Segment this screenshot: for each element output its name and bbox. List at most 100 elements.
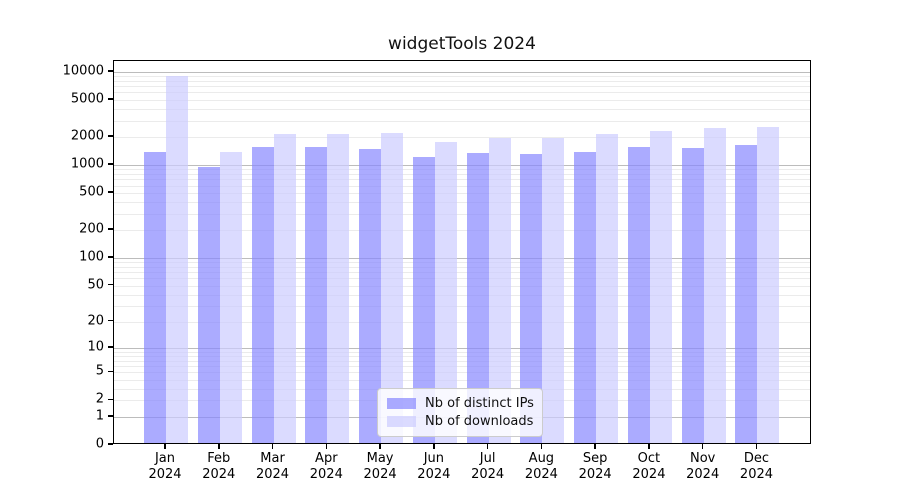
y-tick-mark [108,319,113,322]
x-tick-mark [648,444,650,449]
bar-ips-jan [144,151,166,443]
x-tick-label-mar: Mar 2024 [255,451,290,482]
y-tick-mark [108,283,113,286]
x-tick-mark [164,444,166,449]
minor-gridline [114,262,810,264]
x-tick-mark [594,444,596,449]
x-tick-mark [540,444,543,449]
x-tick-label-dec: Dec 2024 [739,451,774,482]
minor-gridline [114,185,810,187]
y-tick-label: 2000 [70,128,104,144]
minor-gridline [114,213,810,215]
y-tick-mark [108,256,113,258]
bar-ips-apr [305,146,328,443]
x-tick-mark [486,444,489,449]
x-tick-label-aug: Aug 2024 [524,451,558,482]
minor-gridline [114,321,810,323]
y-tick-mark [108,346,113,348]
x-tick-mark [271,444,274,449]
minor-gridline [114,92,810,94]
minor-gridline [114,230,810,232]
bar-downloads-mar [273,134,296,443]
bar-downloads-dec [757,126,780,443]
y-tick-label: 20 [87,313,104,329]
y-tick-mark [108,398,113,401]
minor-gridline [114,193,810,195]
bar-ips-nov [681,148,704,443]
legend-item-distinct-ips: Nb of distinct IPs [387,396,534,412]
minor-gridline [114,179,810,181]
bar-downloads-jan [166,76,188,443]
y-tick-label: 10000 [62,63,104,79]
bar-ips-mar [251,146,274,443]
bar-downloads-jul [488,137,511,443]
bar-downloads-aug [542,138,565,443]
y-tick-mark [108,415,113,417]
major-gridline [114,347,810,349]
bar-downloads-feb [219,151,242,443]
bar-downloads-jun [434,141,457,443]
minor-gridline [114,174,810,176]
bar-downloads-may [381,133,404,443]
x-tick-label-jun: Jun 2024 [417,451,451,482]
minor-gridline [114,169,810,171]
bar-downloads-apr [327,133,350,443]
y-tick-mark [108,70,113,72]
y-tick-label: 500 [79,184,104,200]
x-tick-label-nov: Nov 2024 [686,451,720,482]
x-tick-mark [701,444,704,449]
legend: Nb of distinct IPs Nb of downloads [377,388,543,437]
plot-area [113,60,811,444]
legend-swatch-downloads [387,415,416,427]
x-tick-label-may: May 2024 [363,451,397,482]
minor-gridline [114,278,810,280]
bar-downloads-nov [703,127,726,443]
x-tick-mark [218,444,220,449]
x-tick-label-sep: Sep 2024 [578,451,612,482]
y-tick-label: 0 [95,436,104,452]
x-tick-label-apr: Apr 2024 [309,451,343,482]
x-tick-label-feb: Feb 2024 [202,451,236,482]
minor-gridline [114,285,810,287]
bar-ips-oct [627,146,650,443]
minor-gridline [114,108,810,110]
minor-gridline [114,272,810,274]
bar-ips-jul [466,153,489,443]
minor-gridline [114,351,810,353]
x-tick-mark [325,444,328,449]
bar-downloads-sep [596,134,619,443]
bar-ips-may [359,149,382,443]
minor-gridline [114,366,810,368]
y-tick-mark [108,370,113,373]
legend-label-distinct-ips: Nb of distinct IPs [425,396,534,412]
y-tick-mark [108,228,113,230]
minor-gridline [114,136,810,138]
y-tick-label: 1000 [70,156,104,172]
bar-ips-dec [735,145,758,443]
y-tick-mark [108,443,113,445]
minor-gridline [114,372,810,374]
bar-ips-sep [574,152,597,443]
minor-gridline [114,99,810,101]
x-tick-label-jul: Jul 2024 [471,451,505,482]
bar-ips-aug [520,154,543,443]
y-tick-label: 2 [95,391,104,407]
legend-label-downloads: Nb of downloads [425,413,534,429]
y-tick-label: 1 [95,408,104,424]
y-tick-label: 100 [79,249,104,265]
bar-downloads-oct [649,130,672,443]
x-tick-mark [433,444,435,449]
chart-title: widgetTools 2024 [388,34,536,54]
minor-gridline [114,266,810,268]
minor-gridline [114,76,810,78]
bar-ips-jun [412,157,435,443]
y-tick-label: 5 [95,363,104,379]
minor-gridline [114,355,810,357]
minor-gridline [114,120,810,122]
minor-gridline [114,80,810,82]
major-gridline [114,71,810,73]
y-tick-label: 200 [79,221,104,237]
legend-item-downloads: Nb of downloads [387,414,533,429]
x-tick-mark [379,444,381,449]
